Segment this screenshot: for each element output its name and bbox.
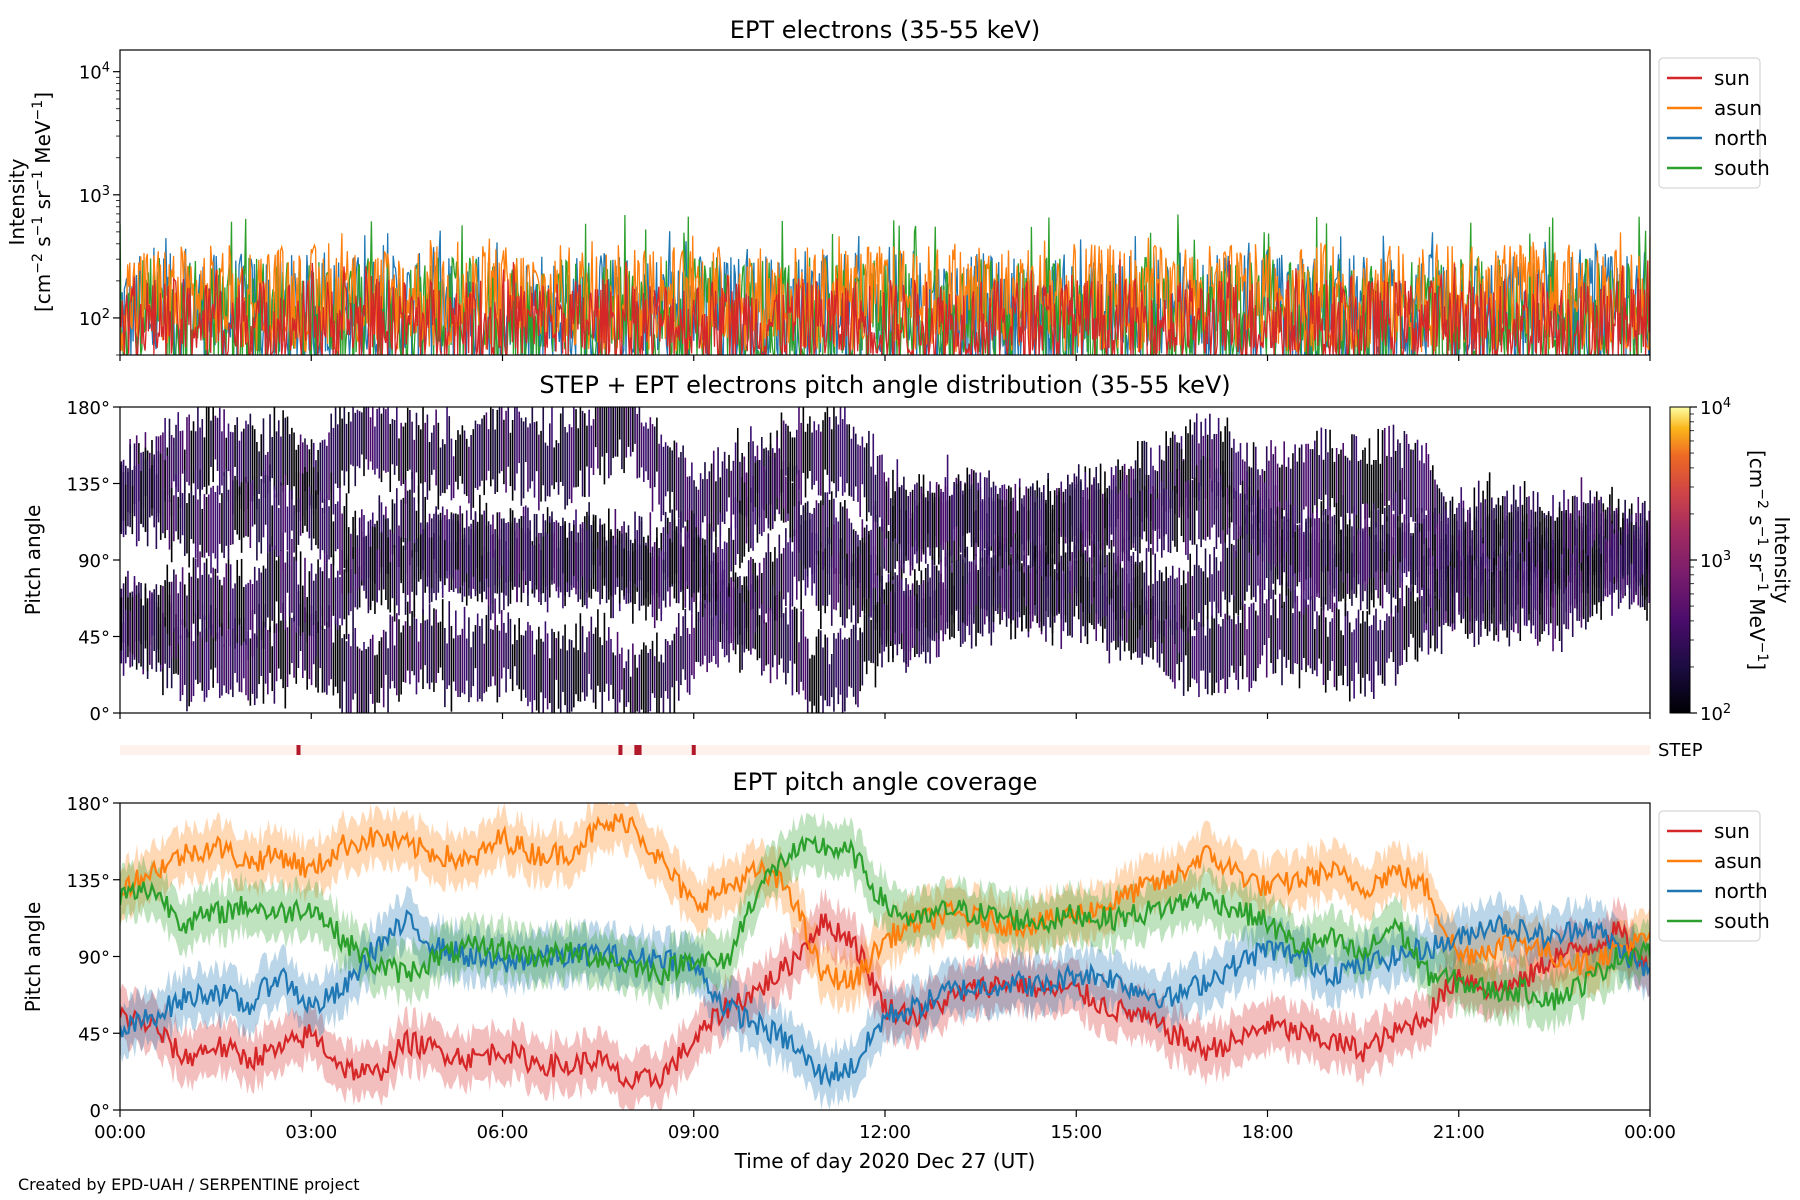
panel1-legend-label-asun: asun [1714,96,1762,120]
panel4-ytick-label: 180° [67,794,110,815]
colorbar-units: [cm−2 s−1 sr−1 MeV−1] [1745,450,1770,670]
panel2-heatmap [120,407,1650,713]
panel4-ylabel: Pitch angle [21,902,45,1013]
panel1-ytick-label: 103 [79,183,110,207]
step-strip-background [120,745,1650,755]
panel4-ytick-label: 45° [78,1024,110,1045]
panel2-ytick-label: 90° [78,551,110,572]
step-label: STEP [1658,740,1703,761]
panel4-xtick-label: 15:00 [1050,1122,1102,1143]
panel2-ylabel: Pitch angle [21,505,45,616]
panel4-xtick-label: 06:00 [477,1122,529,1143]
colorbar: 102 103 104 Intensity [cm−2 s−1 sr−1 MeV−1… [1669,396,1794,726]
panel4-xtick-label: 09:00 [668,1122,720,1143]
panel4-y-axis: 0° 45° 90° 135° 180° [67,794,120,1122]
panel-pitch-angle-distribution: STEP + EPT electrons pitch angle distrib… [21,371,1794,725]
panel1-legend-label-south: south [1714,156,1770,180]
panel1-series-sun [120,259,1650,355]
panel4-xtick-label: 12:00 [859,1122,911,1143]
panel1-series-group [120,214,1650,355]
step-marks [296,745,696,755]
panel1-legend: sun asun north south [1658,57,1770,189]
colorbar-label: Intensity [1770,516,1794,603]
x-axis-label: Time of day 2020 Dec 27 (UT) [734,1149,1036,1173]
panel2-ytick-label: 180° [67,398,110,419]
panel2-x-axis [119,713,1651,719]
step-mark [634,745,639,755]
panel1-legend-label-sun: sun [1714,66,1750,90]
panel-pitch-angle-coverage: EPT pitch angle coverage 0° 45° 90° 135° 180… [21,768,1770,1173]
step-mark [691,745,696,755]
panel4-band-asun [120,803,1650,1016]
step-mark [637,745,642,755]
panel4-xtick-label: 18:00 [1242,1122,1294,1143]
panel4-xtick-label: 00:00 [1624,1122,1676,1143]
panel4-xtick-label: 00:00 [94,1122,146,1143]
panel1-ylabel-line2: [cm−2 s−1 sr−1 MeV−1] [30,92,55,312]
step-mark [618,745,623,755]
panel1-x-axis [119,355,1651,361]
panel4-lines [120,813,1650,1091]
colorbar-tick-label: 104 [1700,396,1731,420]
panel4-xtick-label: 21:00 [1433,1122,1485,1143]
panel4-line-asun [120,813,1650,991]
credit-text: Created by EPD-UAH / SERPENTINE project [18,1175,360,1194]
colorbar-tick-label: 103 [1700,549,1731,573]
panel4-ytick-label: 0° [90,1101,110,1122]
colorbar-tick-label: 102 [1700,702,1731,726]
panel2-ytick-label: 0° [90,704,110,725]
panel4-x-axis: 00:00 03:00 06:00 09:00 12:00 15:00 18:00 21:00… [94,1110,1676,1143]
panel2-title: STEP + EPT electrons pitch angle distrib… [539,371,1230,399]
panel1-y-axis: 102 103 104 [79,60,120,356]
panel1-ylabel-line1: Intensity [5,158,29,245]
panel2-ytick-label: 45° [78,628,110,649]
panel4-ytick-label: 135° [67,871,110,892]
step-mark [296,745,301,755]
colorbar-gradient [1669,406,1691,714]
panel4-legend: sun asun north south [1658,810,1770,942]
panel4-xtick-label: 03:00 [285,1122,337,1143]
panel4-line-north [120,909,1650,1088]
panel4-ytick-label: 90° [78,948,110,969]
panel4-title: EPT pitch angle coverage [733,768,1038,796]
panel2-ytick-label: 135° [67,475,110,496]
panel2-y-axis: 0° 45° 90° 135° 180° [67,398,120,725]
panel1-ytick-label: 104 [79,60,110,84]
panel-step-strip: STEP [120,740,1703,761]
panel4-legend-label-south: south [1714,909,1770,933]
panel-ept-electrons: EPT electrons (35-55 keV) 102 103 104 Inte… [5,16,1770,361]
panel4-legend-label-sun: sun [1714,819,1750,843]
panel4-legend-label-north: north [1714,879,1768,903]
panel4-line-south [120,834,1650,1011]
panel4-legend-label-asun: asun [1714,849,1762,873]
panel4-band-south [120,812,1650,1036]
panel4-line-sun [120,913,1650,1091]
panel1-legend-label-north: north [1714,126,1768,150]
panel1-ytick-label: 102 [79,306,110,330]
panel1-title: EPT electrons (35-55 keV) [730,16,1040,44]
